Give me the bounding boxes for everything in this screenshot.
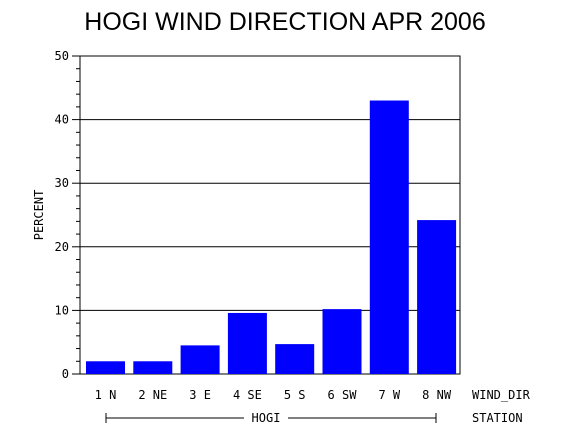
x-tick-label: 1 N bbox=[95, 388, 117, 402]
plot-frame bbox=[79, 55, 461, 375]
group-label: HOGI bbox=[252, 411, 281, 425]
bar bbox=[180, 345, 220, 374]
bars bbox=[86, 100, 457, 375]
x-axis-label: WIND_DIR bbox=[472, 388, 531, 402]
group-bracket bbox=[105, 411, 437, 425]
y-tick-label: 10 bbox=[55, 303, 69, 317]
bar bbox=[369, 100, 409, 375]
y-tick-label: 30 bbox=[55, 176, 69, 190]
bar bbox=[133, 361, 173, 374]
y-tick-label: 0 bbox=[62, 367, 69, 381]
x-tick-label: 7 W bbox=[378, 388, 400, 402]
x-tick-label: 4 SE bbox=[233, 388, 262, 402]
bar bbox=[86, 361, 125, 374]
x-tick-labels: 1 N 2 NE 3 E 4 SE 5 S 6 SW 7 W 8 NW bbox=[95, 388, 452, 402]
x-tick-label: 6 SW bbox=[328, 388, 358, 402]
group-axis-label: STATION bbox=[472, 411, 523, 425]
y-axis-label: PERCENT bbox=[32, 190, 46, 241]
y-tick-label: 40 bbox=[55, 113, 69, 127]
x-tick-label: 3 E bbox=[189, 388, 211, 402]
x-tick-label: 5 S bbox=[284, 388, 306, 402]
chart-title: HOGI WIND DIRECTION APR 2006 bbox=[84, 8, 485, 36]
y-axis: 0 10 20 30 40 50 bbox=[55, 49, 80, 381]
y-tick-label: 50 bbox=[55, 49, 69, 63]
x-tick-label: 2 NE bbox=[138, 388, 167, 402]
x-tick-label: 8 NW bbox=[422, 388, 452, 402]
y-tick-label: 20 bbox=[55, 240, 69, 254]
bar bbox=[275, 344, 315, 374]
bar bbox=[417, 220, 457, 374]
bar bbox=[322, 309, 362, 374]
bar bbox=[227, 312, 267, 374]
